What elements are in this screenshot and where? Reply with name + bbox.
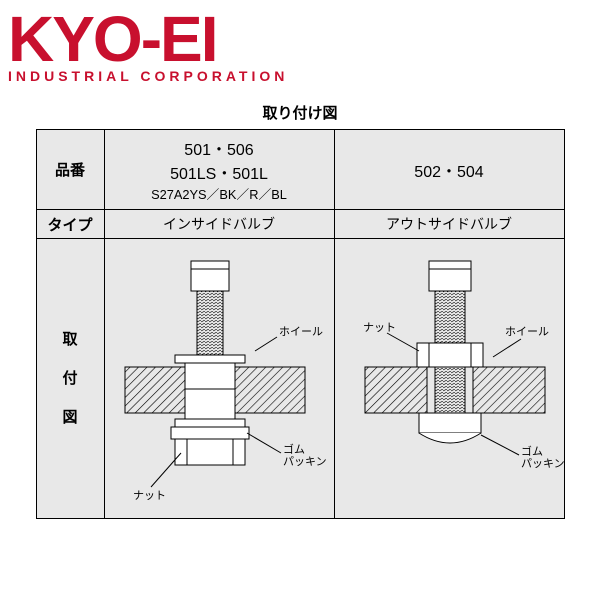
diagram-outside: ナット ホイール ゴムパッキン bbox=[334, 239, 564, 519]
callout-packing: ゴムパッキン bbox=[283, 442, 327, 468]
pn-0-0: 501・506 bbox=[113, 136, 326, 160]
diagram-inside: ホイール ゴムパッキン ナット bbox=[104, 239, 334, 519]
type-col-1: アウトサイドバルブ bbox=[334, 210, 564, 239]
row-label-diagram: 取付図 bbox=[36, 239, 104, 519]
part-numbers-col-1: 502・504 bbox=[334, 130, 564, 210]
pn-1-0: 502・504 bbox=[343, 158, 556, 182]
callout-wheel: ホイール bbox=[505, 325, 549, 338]
type-col-0: インサイドバルブ bbox=[104, 210, 334, 239]
callout-wheel: ホイール bbox=[279, 325, 323, 338]
row-label-type: タイプ bbox=[36, 210, 104, 239]
pn-0-2: S27A2YS／BK／R／BL bbox=[113, 184, 326, 203]
part-numbers-col-0: 501・506 501LS・501L S27A2YS／BK／R／BL bbox=[104, 130, 334, 210]
callout-packing: ゴムパッキン bbox=[521, 444, 565, 470]
callout-nut: ナット bbox=[133, 489, 166, 502]
callout-nut: ナット bbox=[363, 321, 396, 334]
cap-nut bbox=[429, 261, 471, 291]
bottom-washer bbox=[175, 419, 245, 427]
bottom-nut bbox=[175, 439, 245, 465]
page-title: 取り付け図 bbox=[0, 102, 600, 123]
stem bbox=[197, 289, 223, 355]
rubber-packing bbox=[171, 427, 249, 439]
cap-nut bbox=[191, 261, 229, 291]
row-label-part: 品番 bbox=[36, 130, 104, 210]
rubber-packing bbox=[419, 413, 481, 443]
mounting-table: 品番 501・506 501LS・501L S27A2YS／BK／R／BL 50… bbox=[36, 129, 565, 519]
top-nut bbox=[417, 343, 483, 367]
logo-subtitle: INDUSTRIAL CORPORATION bbox=[8, 68, 592, 84]
top-washer bbox=[175, 355, 245, 363]
logo-text: KYO-EI bbox=[8, 12, 592, 66]
pn-0-1: 501LS・501L bbox=[113, 160, 326, 184]
